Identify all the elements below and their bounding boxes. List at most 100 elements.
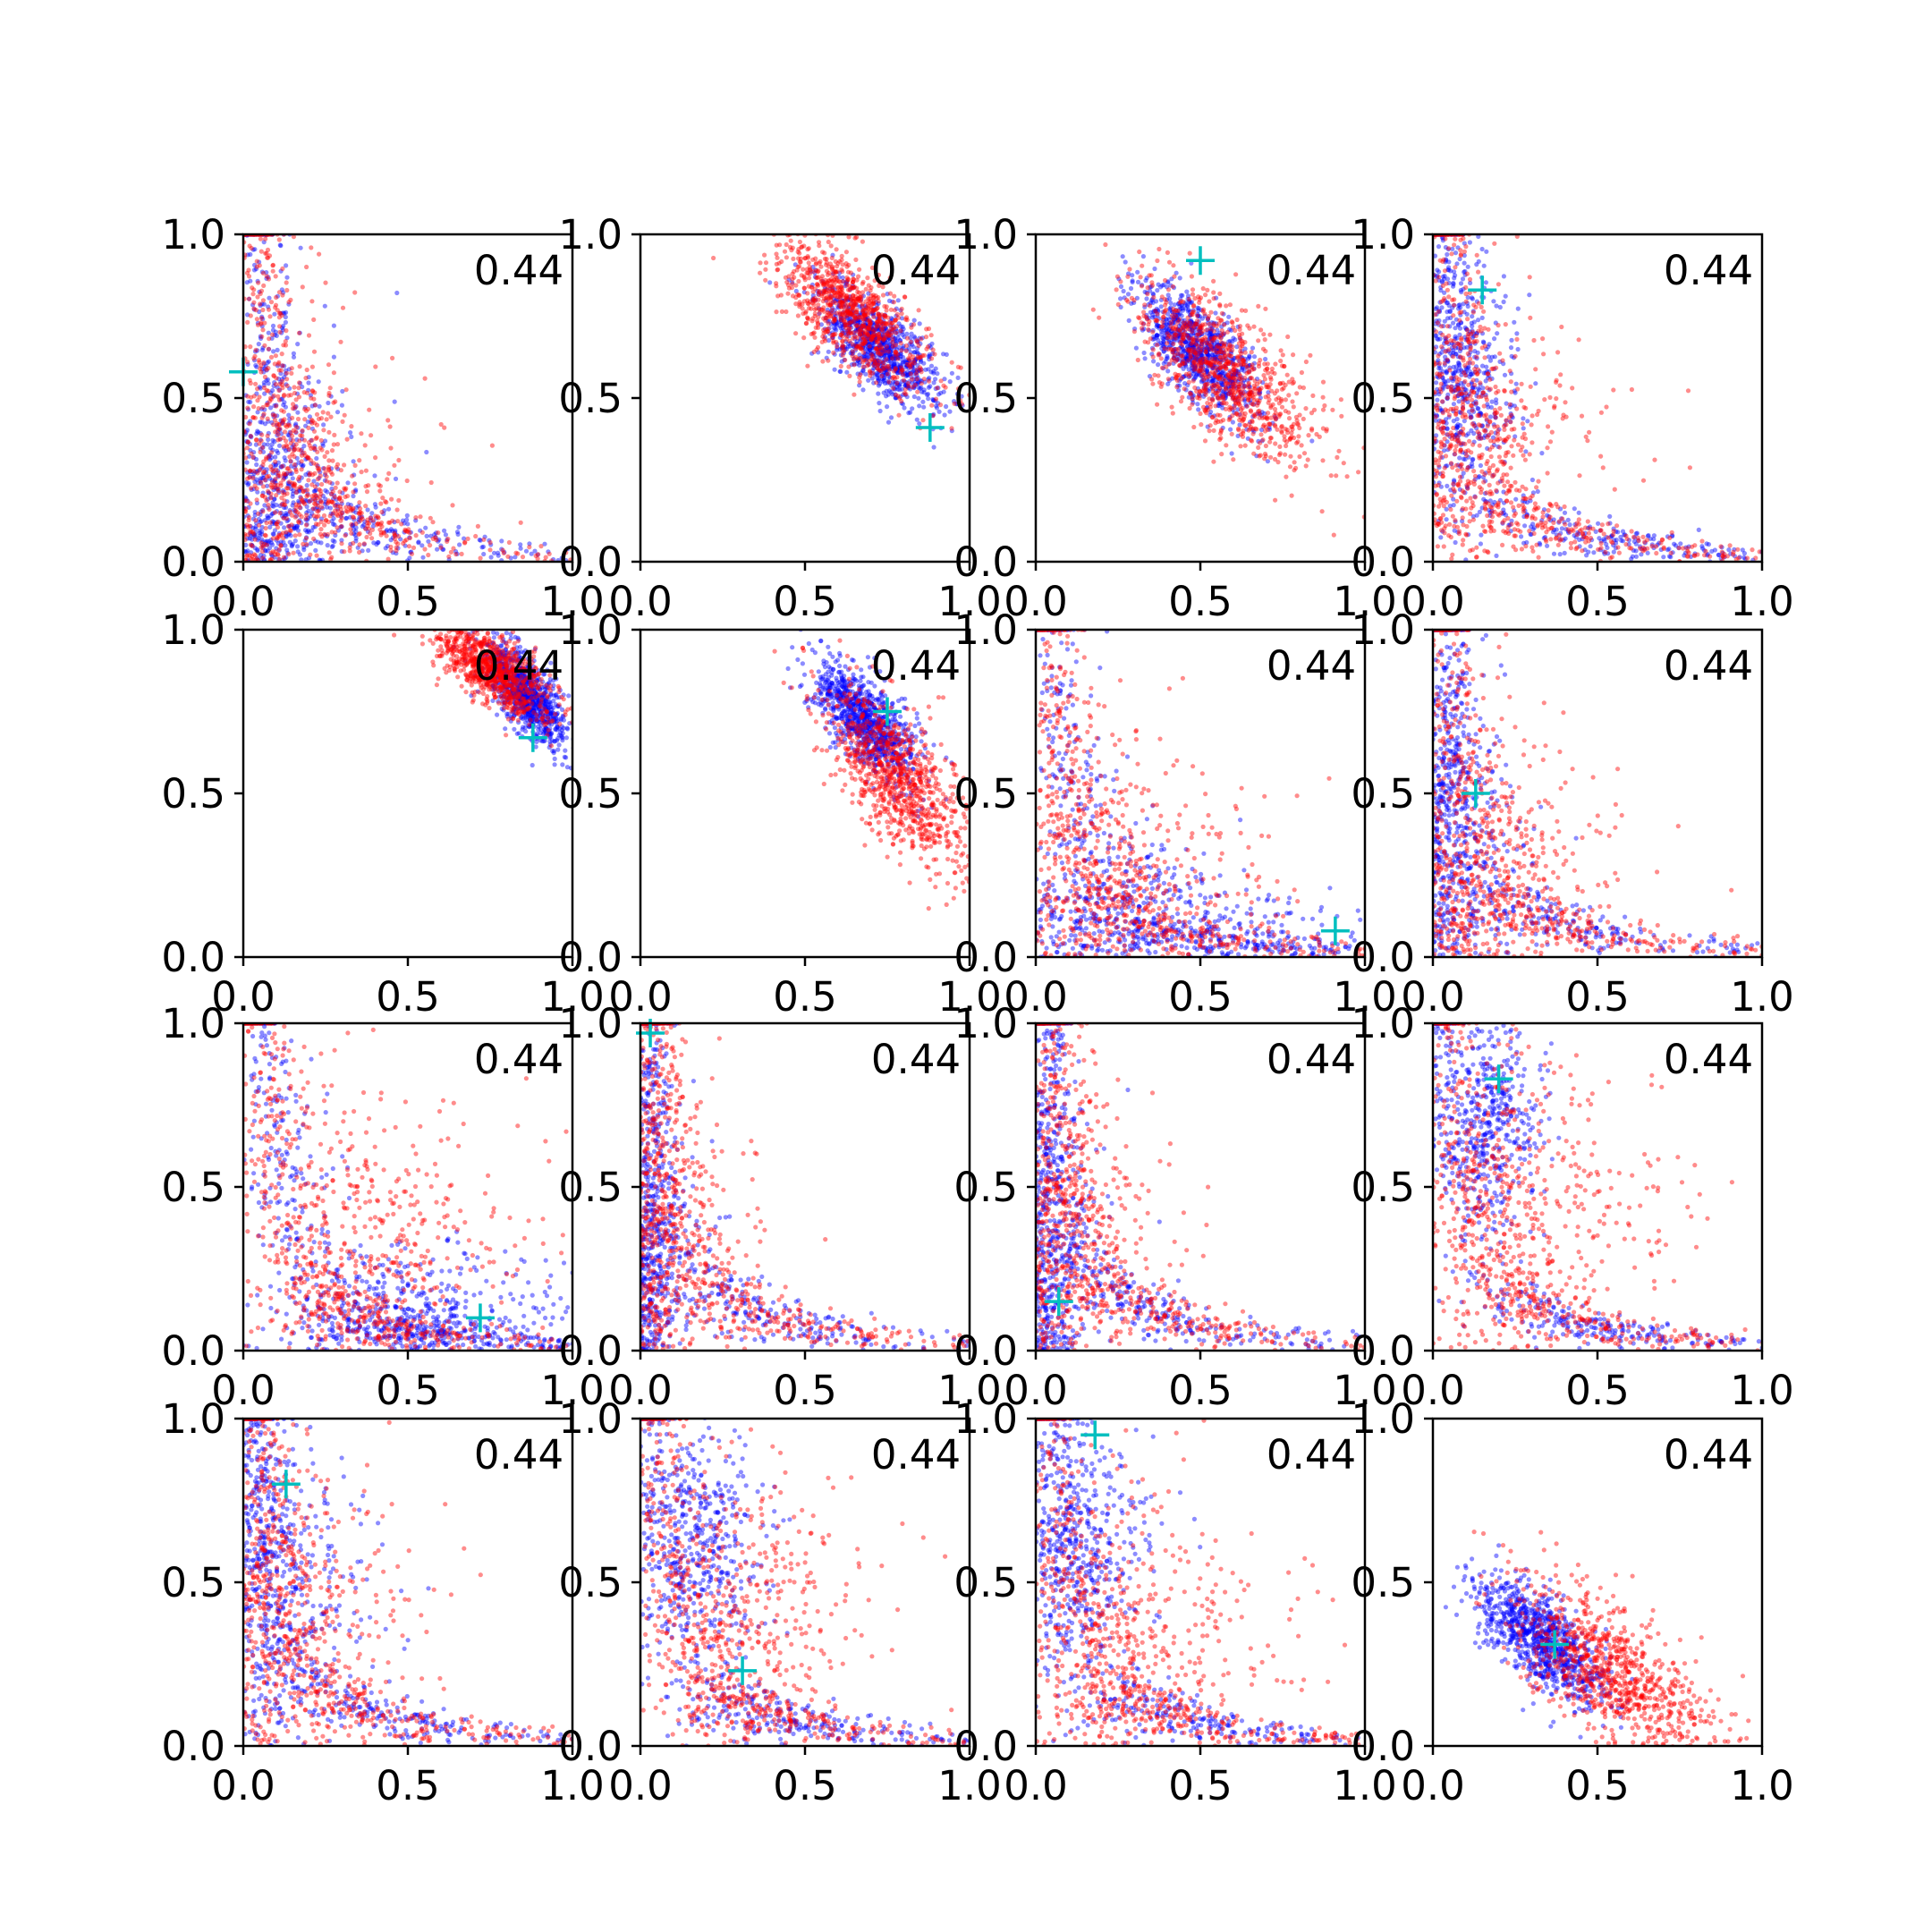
red-point xyxy=(359,431,363,436)
blue-point xyxy=(1263,357,1267,361)
red-point xyxy=(301,428,305,433)
red-point xyxy=(274,274,278,278)
red-point xyxy=(798,259,802,264)
red-point xyxy=(342,462,346,467)
red-point xyxy=(271,536,275,540)
red-point xyxy=(829,301,834,306)
red-point xyxy=(1147,273,1151,277)
blue-point xyxy=(282,400,286,404)
red-point xyxy=(267,336,271,341)
red-point xyxy=(826,240,831,244)
red-point xyxy=(833,318,837,323)
red-point xyxy=(1219,452,1224,456)
blue-point xyxy=(936,392,941,396)
red-point xyxy=(922,353,927,358)
red-point xyxy=(1151,347,1156,352)
red-point xyxy=(281,363,285,368)
red-point xyxy=(1170,405,1174,410)
red-point xyxy=(1329,473,1334,478)
red-point xyxy=(353,463,358,468)
red-point xyxy=(1191,287,1195,292)
blue-point xyxy=(332,539,336,544)
blue-point xyxy=(326,401,330,405)
red-point xyxy=(352,481,357,486)
red-point xyxy=(269,300,274,304)
red-point xyxy=(379,524,384,529)
red-point xyxy=(826,359,830,363)
red-point xyxy=(804,321,809,326)
blue-point xyxy=(1123,259,1128,264)
red-point xyxy=(304,522,309,527)
red-point xyxy=(796,313,801,318)
red-point xyxy=(255,265,259,269)
red-point xyxy=(284,438,288,443)
blue-point xyxy=(275,348,280,352)
red-point xyxy=(263,375,267,379)
red-point xyxy=(919,336,923,341)
blue-point xyxy=(317,379,321,384)
red-point xyxy=(1321,380,1326,385)
red-point xyxy=(1210,383,1215,387)
blue-point xyxy=(945,352,949,357)
red-point xyxy=(836,279,841,284)
red-point xyxy=(277,511,282,515)
red-point xyxy=(877,321,881,326)
red-point xyxy=(877,345,881,350)
red-point xyxy=(289,430,293,435)
red-point xyxy=(251,404,256,409)
red-point xyxy=(321,410,326,414)
red-point xyxy=(858,372,862,377)
red-point xyxy=(297,521,301,525)
red-point xyxy=(830,256,835,260)
red-point xyxy=(855,329,860,334)
blue-point xyxy=(887,299,892,303)
red-point xyxy=(318,527,323,531)
red-point xyxy=(255,386,259,391)
red-point xyxy=(358,506,362,511)
red-point xyxy=(253,382,258,386)
red-point xyxy=(430,520,435,524)
red-point xyxy=(314,436,318,441)
blue-point xyxy=(1213,310,1217,315)
red-point xyxy=(357,550,361,555)
red-point xyxy=(877,332,881,336)
red-point xyxy=(327,550,332,555)
blue-point xyxy=(457,542,462,547)
red-point xyxy=(875,358,879,362)
red-point xyxy=(256,281,260,285)
red-point xyxy=(904,349,909,353)
red-point xyxy=(429,480,434,485)
red-point xyxy=(262,470,267,474)
red-point xyxy=(284,516,289,521)
red-point xyxy=(399,521,403,526)
red-point xyxy=(367,408,371,412)
blue-point xyxy=(492,551,496,555)
red-point xyxy=(340,419,344,424)
red-point xyxy=(261,484,266,488)
red-point xyxy=(246,440,250,445)
red-point xyxy=(1251,325,1256,329)
blue-point xyxy=(267,296,271,301)
red-point xyxy=(258,480,263,485)
red-point xyxy=(260,445,265,450)
blue-point xyxy=(456,525,461,530)
red-point xyxy=(282,393,286,397)
red-point xyxy=(810,318,815,323)
blue-point xyxy=(833,326,837,331)
blue-point xyxy=(331,521,335,526)
red-point xyxy=(286,552,291,556)
red-point xyxy=(282,445,286,449)
red-point xyxy=(363,504,368,508)
red-point xyxy=(941,384,945,388)
red-point xyxy=(1264,444,1268,448)
blue-point xyxy=(420,555,425,560)
red-point xyxy=(245,394,250,399)
blue-point xyxy=(245,548,250,553)
red-point xyxy=(1155,258,1159,263)
red-point xyxy=(373,455,377,460)
red-point xyxy=(379,510,384,514)
red-point xyxy=(894,331,898,335)
red-point xyxy=(823,330,827,335)
red-point xyxy=(304,536,309,540)
red-point xyxy=(780,309,784,314)
